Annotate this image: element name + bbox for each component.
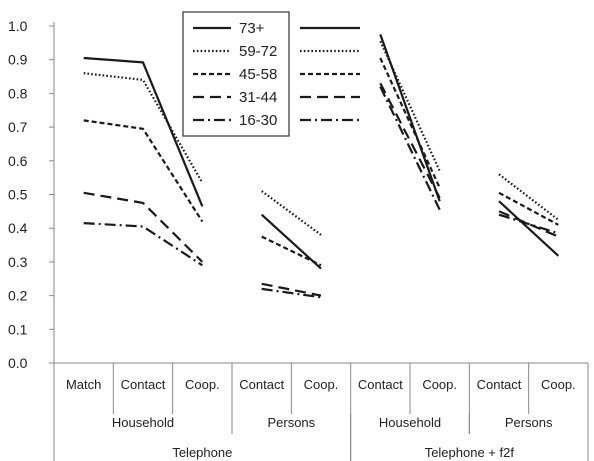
y-tick-label: 0.1 bbox=[8, 321, 28, 337]
x-category-label: Coop. bbox=[304, 377, 339, 392]
legend-box bbox=[182, 11, 290, 137]
x-category-label: Contact bbox=[358, 377, 403, 392]
legend-label: 16-30 bbox=[239, 112, 277, 129]
series-line-31-44 bbox=[261, 282, 322, 297]
x-category-label: Contact bbox=[239, 377, 284, 392]
y-tick-label: 0.3 bbox=[8, 254, 28, 270]
series-line-31-44 bbox=[379, 82, 441, 199]
y-tick-label: 0.2 bbox=[8, 288, 28, 304]
x-category-label: Contact bbox=[477, 377, 522, 392]
x-supergroup-label: Telephone bbox=[172, 445, 232, 460]
series-line-73+ bbox=[498, 200, 560, 257]
x-supergroup-label: Telephone + f2f bbox=[425, 445, 515, 460]
x-category-label: Coop. bbox=[422, 377, 457, 392]
series-line-45-58 bbox=[498, 191, 559, 226]
series-line-73+ bbox=[83, 56, 204, 207]
x-category-label: Coop. bbox=[185, 377, 220, 392]
x-group-label: Household bbox=[112, 415, 174, 430]
y-tick-label: 0.7 bbox=[8, 119, 28, 135]
legend-label: 73+ bbox=[239, 20, 265, 37]
x-category-label: Coop. bbox=[541, 377, 576, 392]
series-line-59-72 bbox=[83, 72, 204, 184]
x-category-label: Contact bbox=[121, 377, 166, 392]
x-group-label: Persons bbox=[267, 415, 315, 430]
series-line-59-72 bbox=[498, 173, 559, 221]
x-group-label: Household bbox=[379, 415, 441, 430]
series-line-59-72 bbox=[379, 40, 441, 172]
series-line-31-44 bbox=[83, 191, 204, 263]
y-tick-label: 0.4 bbox=[8, 220, 28, 236]
series-line-45-58 bbox=[261, 235, 322, 267]
y-tick-label: 0.8 bbox=[8, 85, 28, 101]
y-tick-label: 0.6 bbox=[8, 153, 28, 169]
y-tick-label: 1.0 bbox=[8, 18, 28, 34]
series-line-45-58 bbox=[379, 57, 441, 189]
x-group-label: Persons bbox=[505, 415, 553, 430]
series-line-16-30 bbox=[83, 222, 203, 267]
y-tick-label: 0.9 bbox=[8, 52, 28, 68]
y-tick-label: 0.0 bbox=[8, 355, 28, 371]
series-line-16-30 bbox=[498, 213, 559, 235]
legend-label: 31-44 bbox=[239, 89, 277, 106]
series-line-59-72 bbox=[261, 190, 322, 236]
y-tick-label: 0.5 bbox=[8, 187, 28, 203]
legend-label: 45-58 bbox=[239, 66, 277, 83]
series-line-16-30 bbox=[261, 287, 322, 299]
series-line-45-58 bbox=[83, 119, 204, 223]
legend-label: 59-72 bbox=[239, 43, 277, 60]
series-line-31-44 bbox=[498, 210, 559, 238]
x-category-label: Match bbox=[66, 377, 101, 392]
series-line-73+ bbox=[260, 213, 322, 270]
series-line-16-30 bbox=[379, 86, 441, 211]
